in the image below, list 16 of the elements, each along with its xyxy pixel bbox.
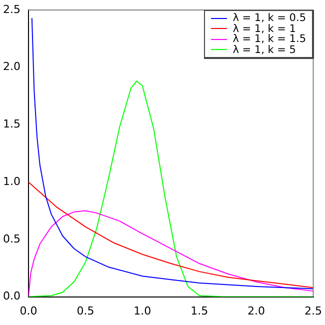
y-tick-label: 1.0 [2, 174, 20, 188]
legend-label: λ = 1, k = 5 [232, 44, 296, 56]
y-tick-label: 0.5 [2, 232, 20, 246]
y-tick-label: 2.0 [2, 60, 20, 74]
y-tick-label: 1.5 [2, 118, 20, 131]
legend-label: λ = 1, k = 0.5 [232, 12, 306, 24]
legend-label: λ = 1, k = 1 [232, 22, 296, 34]
x-tick-label: 1.5 [190, 304, 208, 318]
x-tick-label: 0.5 [76, 304, 94, 318]
x-tick-label: 1.0 [134, 304, 152, 318]
x-tick-label: 0.0 [20, 304, 38, 318]
y-tick-label: 0.0 [2, 290, 20, 303]
x-tick-label: 2.5 [304, 304, 322, 318]
y-tick-label: 2.5 [2, 2, 20, 16]
legend-label: λ = 1, k = 1.5 [232, 33, 306, 45]
x-tick-label: 2.0 [248, 304, 266, 318]
